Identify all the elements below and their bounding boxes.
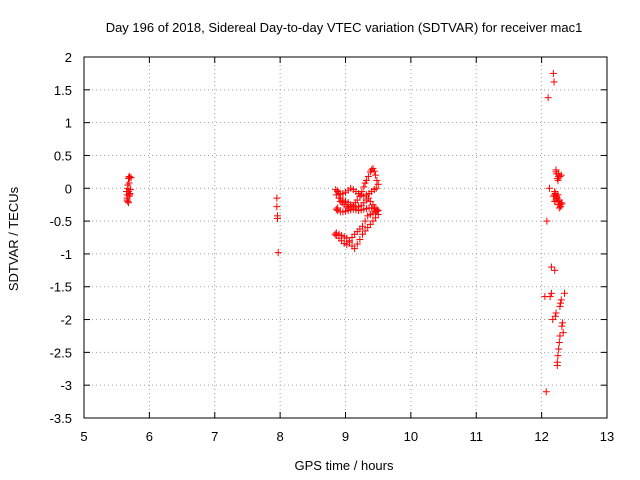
data-point [558,322,566,330]
data-point [552,309,560,317]
data-point [546,293,554,301]
data-point [545,184,553,192]
x-tick-label: 12 [534,429,548,444]
x-tick-label: 11 [470,429,484,444]
y-tick-label: -2 [60,313,72,328]
x-tick-label: 8 [277,429,284,444]
y-tick-label: 0 [65,181,72,196]
x-tick-label: 5 [80,429,87,444]
data-point [373,176,381,184]
y-axis-label: SDTVAR / TECUs [6,186,21,291]
data-point [547,289,555,297]
x-axis-label: GPS time / hours [295,458,394,473]
data-point [555,345,563,353]
data-point [557,299,565,307]
data-point [543,217,551,225]
data-point [364,172,372,180]
data-point [126,191,134,199]
data-point [551,266,559,274]
data-point [372,171,380,179]
y-tick-label: -1.5 [50,280,72,295]
data-point [345,237,353,245]
y-tick-label: 2 [65,50,72,65]
data-point [361,217,369,225]
data-point [336,194,344,202]
data-point [559,319,567,327]
data-point [374,211,382,219]
y-tick-label: -3 [60,378,72,393]
data-point [561,289,569,297]
data-point [551,312,559,320]
y-tick-label: 1.5 [54,83,72,98]
data-point [274,249,282,257]
data-point [370,167,378,175]
data-point [127,174,135,182]
data-point [550,78,558,86]
data-point [556,302,564,310]
data-point [353,240,361,248]
data-point [553,358,561,366]
data-point [559,329,567,337]
data-point [124,199,132,207]
data-point [362,176,370,184]
x-tick-label: 9 [342,429,349,444]
x-tick-label: 7 [211,429,218,444]
data-point [555,204,563,212]
data-point [125,179,133,187]
y-tick-label: -0.5 [50,214,72,229]
x-tick-label: 6 [146,429,153,444]
data-points [122,69,569,396]
data-point [124,197,132,205]
y-tick-label: -2.5 [50,345,72,360]
data-point [554,191,562,199]
y-tick-label: 0.5 [54,148,72,163]
data-point [374,180,382,188]
axis-ticks: 5 6 7 8 9 10 11 12 13 2 1.5 1 0.5 0 -0.5 -1 -1.5 -2 -2.5 -3… [50,50,615,444]
data-point [549,69,557,77]
data-point [558,200,566,208]
data-point [547,263,555,271]
data-point [356,235,364,243]
data-point [273,194,281,202]
data-point [556,332,564,340]
data-point [353,196,361,204]
data-point [126,186,134,194]
data-point [542,388,550,396]
data-point [360,183,368,191]
chart-title: Day 196 of 2018, Sidereal Day-to-day VTE… [106,20,583,35]
data-point [555,196,563,204]
y-tick-label: -3.5 [50,411,72,426]
data-point [557,296,565,304]
data-point [364,212,372,220]
grid-lines [84,57,607,418]
data-point [556,172,564,180]
data-point [273,203,281,211]
data-point [126,173,134,181]
data-point [274,214,282,222]
data-point [544,94,552,102]
data-point [334,187,342,195]
data-point [554,352,562,360]
x-tick-label: 13 [600,429,614,444]
y-tick-label: 1 [65,116,72,131]
data-point [555,339,563,347]
x-tick-label: 10 [404,429,418,444]
y-tick-label: -1 [60,247,72,262]
data-point [351,245,359,253]
data-point [332,205,340,213]
